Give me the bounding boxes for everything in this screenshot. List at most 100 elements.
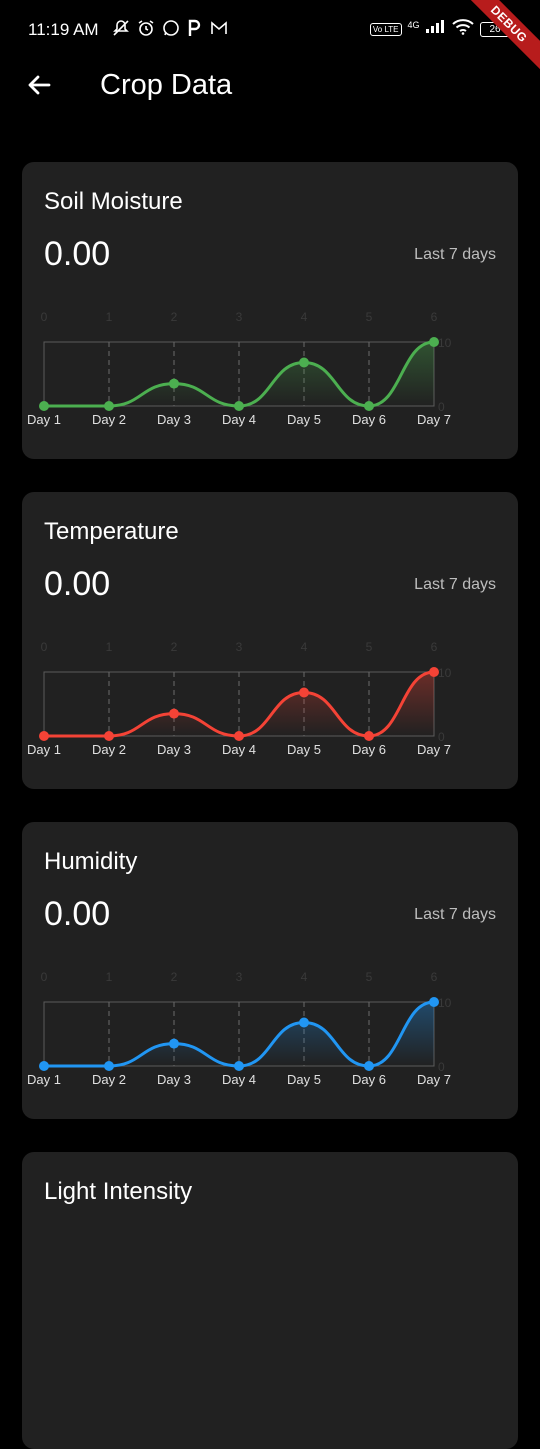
series-area <box>44 342 434 406</box>
line-chart: 0 1 2 3 4 5 610 0 Day 1 Day 2 Day 3 Day 4 Day 5 Day 6… <box>27 640 452 757</box>
x-tick-label: Day 4 <box>222 412 256 427</box>
muted-notifications-icon <box>112 19 130 43</box>
temperature-chart: 0 1 2 3 4 5 6 10 0 Day 1 Day 2 Day 3 Day 4 Day 5 Day 6… <box>22 632 518 762</box>
top-axis-tick-label: 6 <box>431 640 438 654</box>
right-axis-tick-label: 0 <box>438 400 445 414</box>
x-tick-label: Day 6 <box>352 1072 386 1087</box>
card-period: Last 7 days <box>414 576 496 593</box>
data-point <box>364 401 374 411</box>
top-axis-tick-label: 6 <box>431 970 438 984</box>
top-axis-tick-label: 1 <box>106 310 113 324</box>
status-time: 11:19 AM <box>28 20 99 39</box>
line-chart: 0 1 2 3 4 5 610 0 Day 1 Day 2 Day 3 Day 4 Day 5 Day 6… <box>27 970 452 1087</box>
p-app-icon <box>187 19 203 43</box>
alarm-icon <box>137 19 155 43</box>
right-axis-tick-label: 0 <box>438 1060 445 1074</box>
data-point <box>39 731 49 741</box>
data-point <box>169 378 179 389</box>
data-point <box>234 1061 244 1071</box>
temperature-card: Temperature 0.00 Last 7 days 0 1 2 3 4 5 6 10 0 D… <box>22 492 518 789</box>
data-point <box>104 401 114 411</box>
gmail-icon <box>210 20 228 42</box>
top-axis-tick-label: 3 <box>236 970 243 984</box>
wifi-icon <box>452 18 474 41</box>
card-value: 0.00 <box>44 235 111 273</box>
data-point <box>234 401 244 411</box>
data-point <box>429 337 439 347</box>
data-point <box>39 1061 49 1071</box>
top-axis-tick-label: 6 <box>431 310 438 324</box>
top-axis-tick-label: 1 <box>106 640 113 654</box>
data-point <box>364 1061 374 1071</box>
top-axis-tick-label: 3 <box>236 640 243 654</box>
page-title: Crop Data <box>100 69 233 101</box>
network-type: 4G <box>407 20 420 30</box>
data-point <box>104 1061 114 1071</box>
top-axis-tick-label: 5 <box>366 970 373 984</box>
card-title: Soil Moisture <box>44 188 183 215</box>
data-point <box>364 731 374 741</box>
data-point <box>169 708 179 719</box>
app-bar: Crop Data <box>0 62 540 110</box>
data-point <box>169 1038 179 1049</box>
x-tick-label: Day 1 <box>27 742 61 757</box>
x-tick-label: Day 1 <box>27 1072 61 1087</box>
card-title: Temperature <box>44 518 179 545</box>
card-title: Humidity <box>44 848 138 875</box>
humidity-chart: 0 1 2 3 4 5 6 10 0 Day 1 Day 2 Day 3 Day 4 Day 5 Day 6… <box>22 962 518 1092</box>
x-tick-label: Day 2 <box>92 742 126 757</box>
x-tick-label: Day 1 <box>27 412 61 427</box>
x-tick-label: Day 7 <box>417 1072 451 1087</box>
data-point <box>39 401 49 411</box>
top-axis-tick-label: 3 <box>236 310 243 324</box>
whatsapp-icon <box>162 19 180 43</box>
top-axis-tick-label: 1 <box>106 970 113 984</box>
x-tick-label: Day 7 <box>417 412 451 427</box>
x-tick-label: Day 3 <box>157 1072 191 1087</box>
top-axis-tick-label: 0 <box>41 640 48 654</box>
top-axis-tick-label: 0 <box>41 970 48 984</box>
right-axis-tick-label: 10 <box>438 336 452 350</box>
top-axis-tick-label: 5 <box>366 640 373 654</box>
humidity-card: Humidity 0.00 Last 7 days 0 1 2 3 4 5 6 10 0 Day … <box>22 822 518 1119</box>
card-period: Last 7 days <box>414 246 496 263</box>
soil-moisture-card: Soil Moisture 0.00 Last 7 days 0 1 2 3 4 5 6 10… <box>22 162 518 459</box>
x-tick-label: Day 5 <box>287 412 321 427</box>
light-intensity-card: Light Intensity <box>22 1152 518 1449</box>
notification-icons <box>112 19 228 43</box>
system-icons: Vo LTE 4G 26 <box>369 18 513 41</box>
top-axis-tick-label: 0 <box>41 310 48 324</box>
top-axis-tick-label: 2 <box>171 640 178 654</box>
data-point <box>299 1017 309 1028</box>
top-axis-tick-label: 2 <box>171 970 178 984</box>
top-axis-tick-label: 4 <box>301 970 308 984</box>
data-point <box>429 997 439 1007</box>
x-tick-label: Day 3 <box>157 742 191 757</box>
data-point <box>429 667 439 677</box>
right-axis-tick-label: 10 <box>438 996 452 1010</box>
series-area <box>44 1002 434 1066</box>
x-tick-label: Day 6 <box>352 412 386 427</box>
x-tick-label: Day 2 <box>92 1072 126 1087</box>
x-tick-label: Day 2 <box>92 412 126 427</box>
top-axis-tick-label: 2 <box>171 310 178 324</box>
card-title: Light Intensity <box>44 1178 193 1205</box>
x-tick-label: Day 3 <box>157 412 191 427</box>
data-point <box>234 731 244 741</box>
card-value: 0.00 <box>44 565 111 603</box>
right-axis-tick-label: 0 <box>438 730 445 744</box>
status-bar: 11:19 AM Vo LTE 4G 26 DEBUG <box>0 0 540 78</box>
top-axis-tick-label: 4 <box>301 640 308 654</box>
x-tick-label: Day 4 <box>222 742 256 757</box>
top-axis-tick-label: 4 <box>301 310 308 324</box>
top-axis-tick-label: 5 <box>366 310 373 324</box>
card-period: Last 7 days <box>414 906 496 923</box>
data-point <box>299 357 309 368</box>
card-value: 0.00 <box>44 895 111 933</box>
x-tick-label: Day 5 <box>287 1072 321 1087</box>
right-axis-tick-label: 10 <box>438 666 452 680</box>
data-point <box>104 731 114 741</box>
soil-moisture-chart: 0 1 2 3 4 5 6 10 0 Day 1 Day 2 Day 3 Day 4 Day 5 Day 6… <box>22 302 518 432</box>
back-button[interactable] <box>22 68 56 102</box>
volte-icon: Vo LTE <box>369 23 402 36</box>
